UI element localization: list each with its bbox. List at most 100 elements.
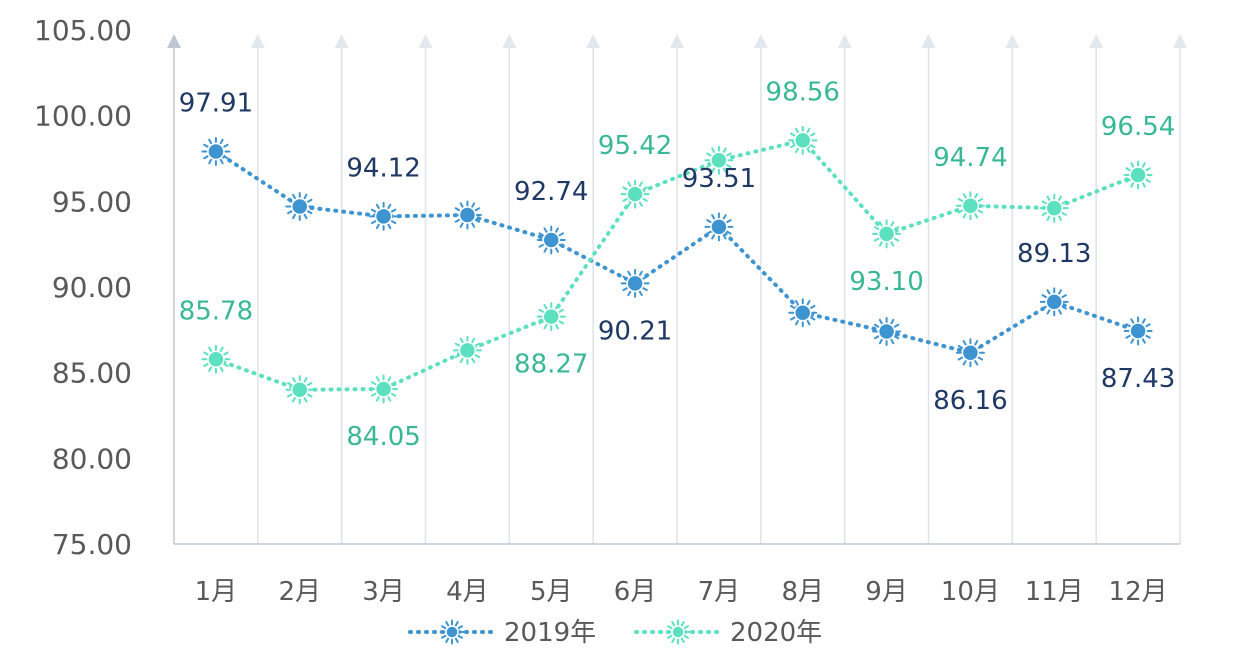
marker-ray — [806, 147, 811, 154]
y-axis-ticks: 75.00 80.00 85.00 90.00 95.00 100.00 105.00 — [34, 14, 132, 561]
x-tick-label: 6月 — [614, 577, 657, 607]
marker-ray — [1058, 309, 1062, 315]
marker-ray — [387, 203, 392, 210]
marker-ray — [627, 181, 632, 187]
marker-dot — [542, 231, 560, 249]
marker-ray — [722, 167, 727, 173]
x-tick-label: 5月 — [530, 577, 573, 607]
marker-dot — [542, 307, 560, 326]
y-tick-label: 95.00 — [52, 185, 132, 218]
marker-ray — [223, 363, 229, 368]
marker-dot — [877, 322, 896, 341]
marker-ray — [809, 304, 816, 309]
marker-ray — [1061, 305, 1067, 310]
marker-ray — [893, 226, 900, 231]
marker-ray — [790, 132, 796, 137]
marker-ray — [1130, 162, 1135, 168]
marker-ray — [957, 356, 964, 361]
marker-ray — [671, 621, 676, 627]
marker-dot — [710, 218, 728, 236]
legend: 2019年 2020年 — [408, 618, 822, 648]
marker-ray — [722, 234, 727, 240]
marker-ray — [809, 316, 816, 321]
marker-ray — [306, 382, 313, 387]
marker-ray — [1145, 334, 1151, 339]
marker-ray — [474, 207, 481, 212]
marker-ray — [375, 223, 380, 230]
marker-ray — [219, 346, 224, 353]
marker-ray — [208, 346, 213, 353]
marker-ray — [306, 210, 313, 215]
marker-ray — [457, 625, 463, 630]
marker-ray — [375, 376, 380, 382]
marker-ray — [370, 392, 377, 397]
gridline-arrow — [837, 34, 852, 48]
marker-dot — [291, 197, 309, 216]
point-1-7 — [788, 125, 818, 155]
marker-ray — [1046, 195, 1051, 201]
marker-ray — [538, 320, 545, 325]
x-tick-label: 10月 — [941, 577, 1000, 607]
point-1-4 — [536, 302, 566, 332]
marker-ray — [303, 193, 308, 200]
marker-ray — [809, 144, 816, 149]
marker-ray — [370, 208, 377, 213]
point-0-1 — [285, 191, 315, 221]
marker-ray — [303, 377, 308, 383]
gridline-arrow — [334, 34, 349, 48]
marker-ray — [441, 634, 447, 639]
marker-ray — [1041, 294, 1048, 299]
marker-ray — [543, 323, 548, 330]
marker-ray — [873, 323, 880, 328]
marker-ray — [292, 213, 296, 220]
marker-ray — [555, 303, 559, 310]
marker-ray — [622, 197, 628, 202]
marker-dot — [1045, 293, 1063, 311]
point-1-3 — [452, 335, 482, 365]
marker-ray — [303, 397, 308, 403]
gridline-arrow — [753, 34, 768, 48]
marker-ray — [441, 625, 447, 630]
marker-ray — [203, 363, 209, 368]
marker-ray — [878, 318, 883, 325]
marker-ray — [555, 247, 559, 253]
marker-ray — [790, 144, 796, 149]
gridline-arrow — [1005, 34, 1020, 48]
marker-ray — [459, 202, 464, 208]
marker-dot — [877, 225, 896, 243]
marker-ray — [795, 127, 799, 134]
marker-ray — [706, 219, 712, 224]
x-tick-label: 9月 — [865, 577, 908, 607]
marker-ray — [957, 345, 964, 350]
marker-ray — [893, 323, 900, 328]
marker-ray — [1058, 215, 1062, 221]
marker-ray — [977, 345, 984, 350]
marker-ray — [555, 227, 559, 233]
marker-dot — [1045, 199, 1063, 217]
marker-ray — [208, 366, 213, 372]
data-label-0-4: 92.74 — [514, 177, 588, 207]
marker-dot — [207, 350, 225, 369]
marker-ray — [558, 308, 564, 313]
marker-ray — [543, 303, 548, 310]
series-line-0 — [213, 149, 1141, 355]
marker-ray — [471, 357, 476, 364]
marker-ray — [454, 218, 461, 223]
marker-ray — [454, 354, 461, 359]
x-tick-label: 3月 — [362, 577, 405, 607]
legend-label-1: 2020年 — [730, 618, 822, 648]
marker-ray — [667, 625, 673, 630]
marker-ray — [962, 213, 967, 219]
marker-dot — [458, 206, 477, 224]
data-label-0-10: 89.13 — [1017, 239, 1091, 269]
marker-ray — [809, 132, 816, 137]
data-label-0-6: 93.51 — [682, 164, 756, 194]
marker-ray — [1125, 167, 1131, 172]
marker-ray — [558, 232, 564, 237]
marker-ray — [1061, 211, 1067, 216]
marker-ray — [806, 319, 811, 326]
marker-ray — [219, 366, 224, 372]
marker-dot — [626, 185, 644, 203]
marker-dot — [207, 142, 225, 161]
